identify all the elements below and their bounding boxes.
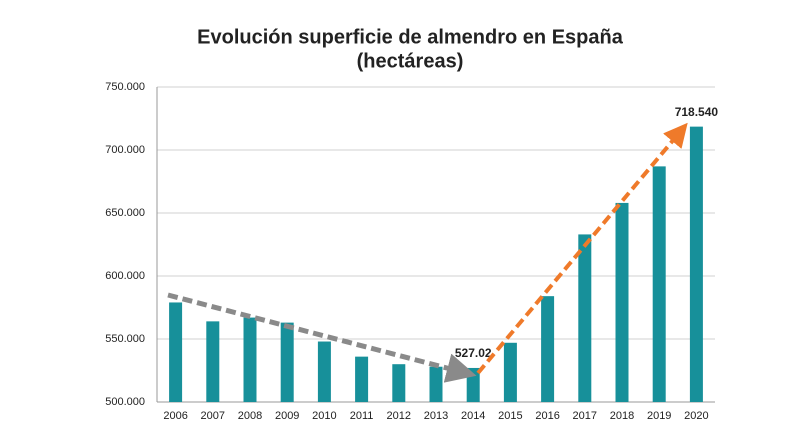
bar	[243, 317, 257, 402]
x-tick-label: 2006	[163, 410, 187, 422]
chart-title: Evolución superficie de almendro en Espa…	[197, 26, 624, 48]
bar	[503, 342, 517, 402]
value-label: 718.540	[675, 105, 719, 119]
bar	[280, 322, 294, 402]
x-tick-label: 2011	[350, 410, 374, 422]
x-tick-label: 2017	[573, 410, 597, 422]
x-tick-label: 2008	[238, 410, 262, 422]
y-tick-label: 650.000	[105, 207, 145, 219]
x-tick-label: 2013	[424, 410, 448, 422]
x-tick-label: 2015	[498, 410, 522, 422]
y-tick-label: 700.000	[105, 144, 145, 156]
x-tick-label: 2007	[201, 410, 225, 422]
x-tick-label: 2010	[312, 410, 336, 422]
trend-arrow-down	[167, 292, 477, 383]
x-tick-label: 2019	[647, 410, 671, 422]
bar	[392, 364, 406, 402]
bar	[429, 366, 443, 402]
bar	[652, 166, 666, 402]
bar	[689, 126, 703, 403]
y-tick-label: 750.000	[105, 81, 145, 93]
bar	[578, 234, 592, 402]
chart-subtitle: (hectáreas)	[357, 50, 464, 72]
bar	[206, 321, 220, 402]
x-tick-label: 2014	[461, 410, 485, 422]
y-tick-label: 550.000	[105, 333, 145, 345]
y-tick-label: 600.000	[105, 270, 145, 282]
trend-arrow-up	[476, 122, 688, 375]
bar	[541, 296, 555, 402]
x-tick-label: 2009	[275, 410, 299, 422]
x-tick-label: 2018	[610, 410, 634, 422]
x-tick-label: 2016	[535, 410, 559, 422]
bar	[169, 302, 183, 402]
x-tick-label: 2012	[387, 410, 411, 422]
bar	[317, 341, 331, 402]
bar	[466, 367, 480, 402]
bar	[615, 202, 629, 402]
value-label: 527.02	[455, 346, 492, 360]
bar	[355, 356, 369, 402]
y-tick-label: 500.000	[105, 396, 145, 408]
x-tick-label: 2020	[684, 410, 708, 422]
